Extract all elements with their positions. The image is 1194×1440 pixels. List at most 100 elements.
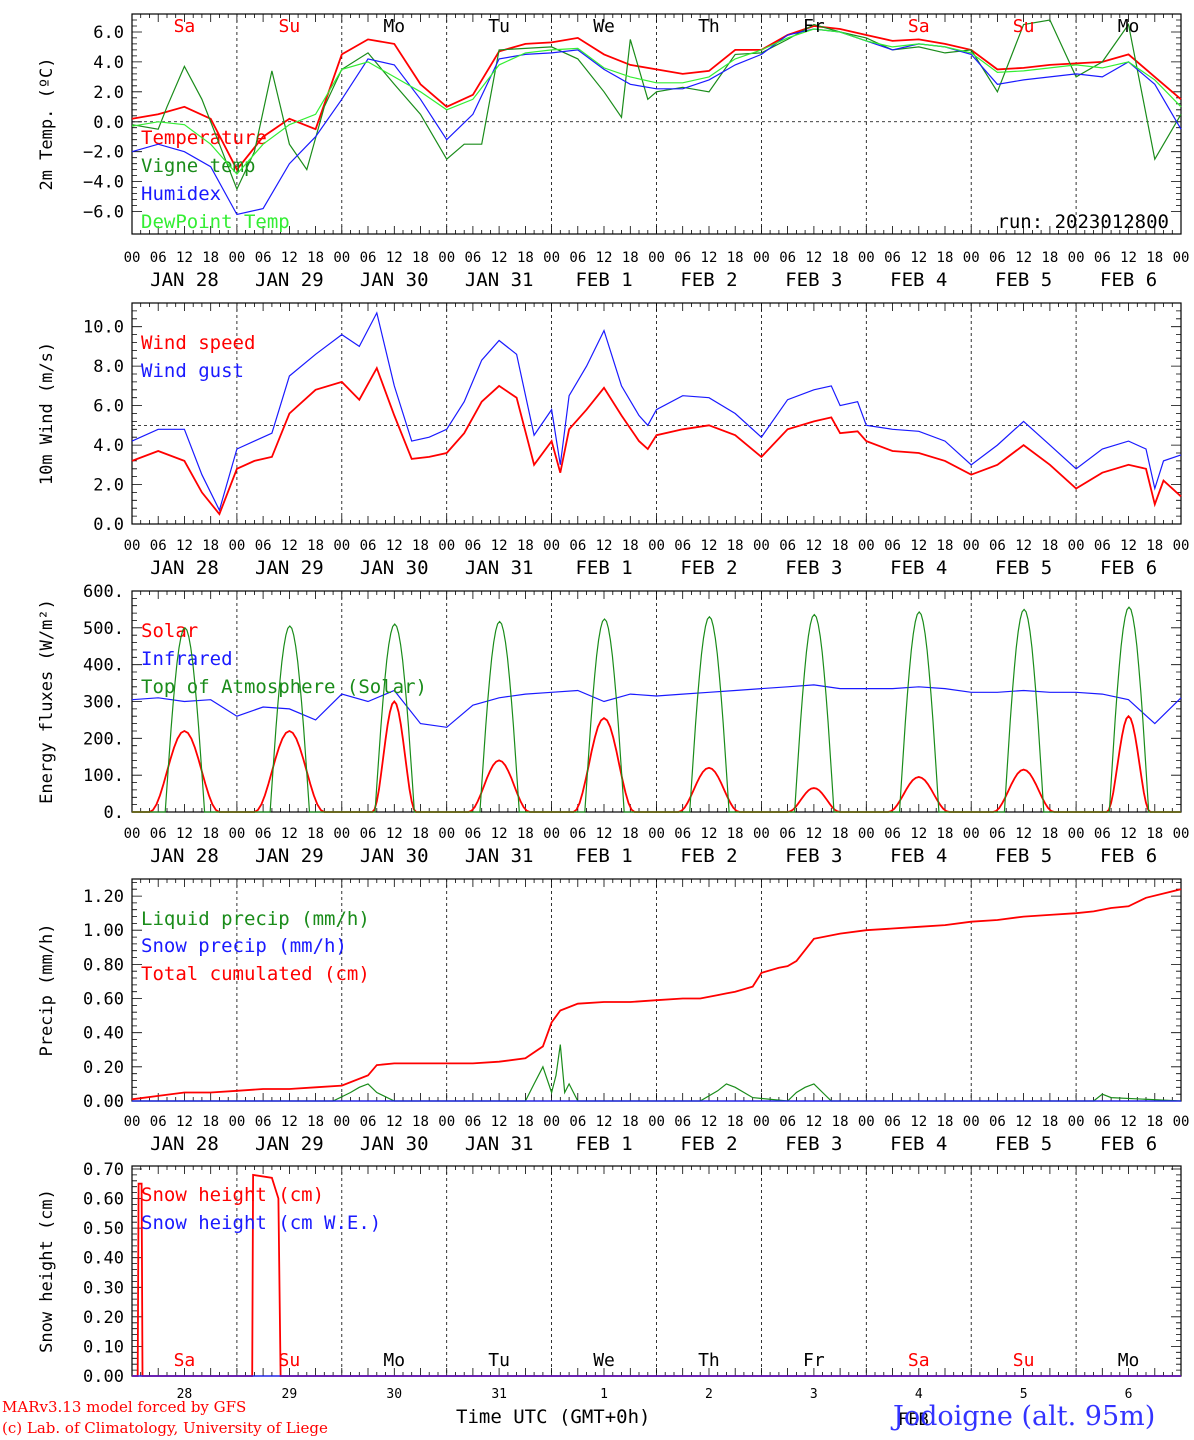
hour-tick-label: 18 (517, 826, 534, 842)
hour-tick-label: 12 (1015, 250, 1032, 266)
date-label: FEB 1 (575, 557, 632, 579)
hour-tick-label: 18 (832, 538, 849, 554)
legend-label: Vigne temp (141, 155, 255, 177)
weekday-label: Tu (488, 16, 510, 37)
y-tick-label: 0.40 (83, 1249, 124, 1269)
hour-tick-label: 12 (1015, 826, 1032, 842)
hour-tick-label: 06 (255, 826, 272, 842)
hour-tick-label: 06 (464, 1114, 481, 1130)
hour-tick-label: 12 (701, 250, 718, 266)
hour-tick-label: 06 (360, 1114, 377, 1130)
date-label: JAN 30 (360, 845, 429, 867)
y-axis-label: Snow height (cm) (37, 1189, 57, 1353)
weekday-label: Mo (1118, 16, 1140, 37)
hour-tick-label: 00 (438, 538, 455, 554)
y-tick-label: 0.40 (83, 1024, 124, 1044)
date-label: JAN 29 (255, 845, 324, 867)
date-label: JAN 29 (255, 1133, 324, 1155)
date-label: FEB 4 (890, 269, 947, 291)
hour-tick-label: 06 (1094, 538, 1111, 554)
hour-tick-label: 06 (989, 826, 1006, 842)
hour-tick-label: 12 (910, 250, 927, 266)
hour-tick-label: 00 (1068, 250, 1085, 266)
hour-tick-label: 18 (622, 826, 639, 842)
hour-tick-label: 06 (884, 1114, 901, 1130)
y-tick-label: 0.10 (83, 1337, 124, 1357)
hour-tick-label: 06 (674, 538, 691, 554)
hour-tick-label: 00 (753, 250, 770, 266)
weekday-label: Su (279, 16, 301, 37)
hour-tick-label: 18 (832, 1114, 849, 1130)
hour-tick-label: 06 (884, 826, 901, 842)
hour-tick-label: 12 (281, 250, 298, 266)
hour-tick-label: 06 (360, 538, 377, 554)
hour-tick-label: 00 (438, 1114, 455, 1130)
hour-tick-label: 12 (281, 826, 298, 842)
date-label: JAN 28 (150, 557, 219, 579)
date-label: FEB 5 (995, 557, 1052, 579)
y-tick-label: 0.60 (83, 990, 124, 1010)
hour-tick-label: 12 (281, 1114, 298, 1130)
day-number-label: 30 (386, 1387, 402, 1402)
legend-label: Snow height (cm W.E.) (141, 1212, 381, 1234)
x-ticks-energy (131, 591, 1182, 812)
hour-tick-label: 00 (858, 538, 875, 554)
day-number-label: 28 (177, 1387, 193, 1402)
hour-tick-label: 06 (779, 538, 796, 554)
date-label: FEB 6 (1100, 845, 1157, 867)
date-label: JAN 28 (150, 1133, 219, 1155)
hour-tick-label: 00 (858, 250, 875, 266)
legend-label: Infrared (141, 648, 233, 670)
hour-tick-label: 00 (228, 1114, 245, 1130)
hour-tick-label: 06 (464, 250, 481, 266)
y-tick-label: 400. (83, 656, 124, 676)
hour-tick-label: 18 (832, 826, 849, 842)
hour-tick-label: 06 (989, 538, 1006, 554)
date-label: JAN 30 (360, 557, 429, 579)
date-label: FEB 4 (890, 557, 947, 579)
hour-tick-label: 06 (779, 826, 796, 842)
hour-tick-label: 12 (491, 826, 508, 842)
hour-tick-label: 00 (333, 1114, 350, 1130)
day-number-label: 2 (705, 1387, 713, 1402)
weekday-label: Fr (803, 16, 825, 37)
hour-tick-label: 06 (1094, 250, 1111, 266)
y-tick-label: 0. (104, 803, 124, 823)
hour-tick-label: 00 (753, 1114, 770, 1130)
date-label: JAN 30 (360, 1133, 429, 1155)
y-tick-label: 4.0 (93, 436, 124, 456)
hour-tick-label: 18 (937, 538, 954, 554)
y-tick-label: 0.30 (83, 1278, 124, 1298)
hour-tick-label: 12 (701, 538, 718, 554)
series-line-humidex (131, 28, 1182, 216)
hour-tick-label: 18 (202, 826, 219, 842)
hour-tick-label: 12 (491, 1114, 508, 1130)
hour-tick-label: 18 (727, 250, 744, 266)
hour-tick-label: 18 (1146, 826, 1163, 842)
legend-label: Total cumulated (cm) (141, 963, 370, 985)
date-label: FEB 3 (785, 845, 842, 867)
hour-tick-label: 12 (176, 538, 193, 554)
y-axis-label: Precip (mm/h) (37, 923, 57, 1056)
y-tick-label: 0.50 (83, 1219, 124, 1239)
hour-tick-label: 00 (333, 538, 350, 554)
hour-tick-label: 12 (1120, 250, 1137, 266)
hour-tick-label: 18 (202, 538, 219, 554)
date-label: FEB 2 (680, 269, 737, 291)
date-label: JAN 31 (465, 1133, 534, 1155)
date-label: FEB 6 (1100, 269, 1157, 291)
hour-tick-label: 18 (937, 826, 954, 842)
hour-tick-label: 00 (1068, 1114, 1085, 1130)
hour-tick-label: 00 (228, 538, 245, 554)
weekday-label: Sa (908, 16, 930, 37)
hour-tick-label: 18 (1041, 538, 1058, 554)
y-tick-label: 6.0 (93, 397, 124, 417)
hour-tick-label: 18 (202, 250, 219, 266)
day-number-label: 1 (600, 1387, 608, 1402)
date-label: FEB 3 (785, 269, 842, 291)
x-ticks-temp (131, 14, 1182, 234)
hour-tick-label: 18 (727, 1114, 744, 1130)
weekday-label: Sa (174, 16, 196, 37)
hour-tick-label: 12 (386, 538, 403, 554)
